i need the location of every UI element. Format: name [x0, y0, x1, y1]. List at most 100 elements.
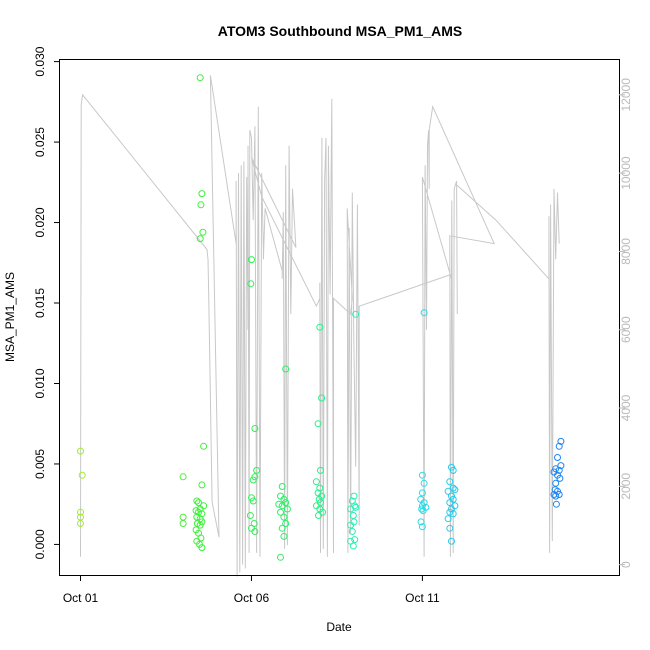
data-point: [179, 473, 187, 481]
data-point: [253, 466, 261, 474]
data-point: [444, 487, 452, 495]
data-point: [315, 512, 322, 519]
data-point: [349, 512, 357, 519]
data-point: [283, 505, 291, 513]
data-point: [446, 524, 454, 532]
data-point: [280, 513, 288, 521]
data-point: [419, 507, 427, 515]
data-point: [280, 532, 288, 540]
data-point: [196, 235, 204, 243]
data-point: [195, 499, 202, 507]
data-point: [348, 528, 356, 535]
data-point: [315, 495, 323, 503]
y-tick-label: 0.020: [33, 207, 47, 237]
data-point: [78, 471, 86, 479]
data-point: [418, 523, 426, 531]
data-point: [448, 537, 455, 545]
data-point: [449, 510, 457, 518]
data-point: [197, 534, 205, 542]
y-axis: 0.000 0.005 0.010 0.015 0.020 0.025 0.030: [33, 46, 60, 559]
data-point: [77, 447, 84, 455]
data-point: [318, 394, 326, 402]
data-point: [246, 512, 254, 519]
data-point: [77, 520, 84, 527]
data-point: [200, 502, 208, 510]
data-point: [449, 466, 457, 474]
data-point: [277, 492, 284, 500]
data-point: [249, 497, 257, 505]
data-point: [317, 466, 324, 474]
data-point: [552, 492, 560, 500]
data-point: [557, 462, 565, 470]
data-point: [550, 491, 558, 498]
data-point: [552, 500, 560, 508]
data-point: [418, 489, 426, 497]
y-tick-label: 0.025: [33, 127, 47, 157]
data-point: [420, 309, 428, 317]
data-point: [552, 479, 560, 487]
data-point: [314, 420, 322, 428]
data-point: [277, 553, 284, 561]
data-point: [278, 483, 286, 490]
data-point: [557, 437, 565, 445]
data-point: [251, 528, 259, 535]
data-point: [198, 510, 206, 518]
data-point: [347, 505, 355, 513]
data-point: [555, 442, 563, 450]
data-point: [198, 481, 206, 489]
y-tick-label: 0.030: [33, 46, 47, 76]
data-point: [199, 228, 207, 236]
data-point: [196, 521, 204, 529]
data-point: [312, 478, 320, 486]
data-point: [420, 479, 428, 487]
y2-tick-label: 12000: [619, 78, 633, 112]
chart-title: ATOM3 Southbound MSA_PM1_AMS: [218, 23, 462, 39]
data-point: [418, 471, 426, 479]
x-axis: Oct 01 Oct 06 Oct 11: [63, 575, 440, 605]
y2-tick-label: 4000: [619, 394, 633, 421]
data-point: [198, 190, 206, 198]
data-point: [347, 521, 355, 529]
data-point: [249, 476, 257, 484]
data-point: [275, 500, 283, 508]
y2-tick-label: 10000: [619, 156, 633, 190]
altitude-line: [80, 75, 560, 577]
data-point: [555, 491, 563, 498]
data-point: [554, 454, 561, 461]
data-point: [277, 508, 284, 516]
x-tick-label: Oct 01: [63, 591, 99, 605]
data-point: [282, 365, 290, 373]
data-point: [179, 513, 187, 521]
secondary-y-axis: 0 2000 4000 6000 8000 10000 12000: [619, 78, 633, 568]
x-tick-label: Oct 11: [405, 591, 440, 605]
data-point: [451, 486, 459, 494]
data-point: [200, 442, 208, 450]
data-point: [316, 484, 324, 492]
data-point: [418, 502, 426, 510]
data-point: [446, 508, 454, 516]
data-point: [278, 502, 286, 510]
x-tick-label: Oct 06: [234, 591, 270, 605]
y2-tick-label: 8000: [619, 238, 633, 265]
data-point: [349, 542, 357, 550]
data-point: [198, 544, 206, 552]
data-point: [418, 505, 426, 513]
data-point: [247, 280, 255, 288]
data-point: [448, 492, 455, 500]
data-point: [352, 310, 360, 318]
data-point: [449, 484, 457, 492]
data-point: [316, 323, 324, 331]
data-point: [196, 74, 204, 82]
data-point: [350, 492, 358, 500]
data-point: [444, 515, 452, 523]
data-point: [193, 497, 201, 505]
data-point: [197, 201, 205, 209]
plot-frame: [59, 59, 620, 576]
y2-tick-label: 0: [619, 561, 633, 568]
y2-tick-label: 2000: [619, 473, 633, 500]
y-tick-label: 0.015: [33, 288, 47, 318]
data-point: [351, 536, 359, 544]
y-tick-label: 0.005: [33, 449, 47, 479]
data-point: [446, 478, 454, 486]
data-point: [251, 425, 259, 432]
